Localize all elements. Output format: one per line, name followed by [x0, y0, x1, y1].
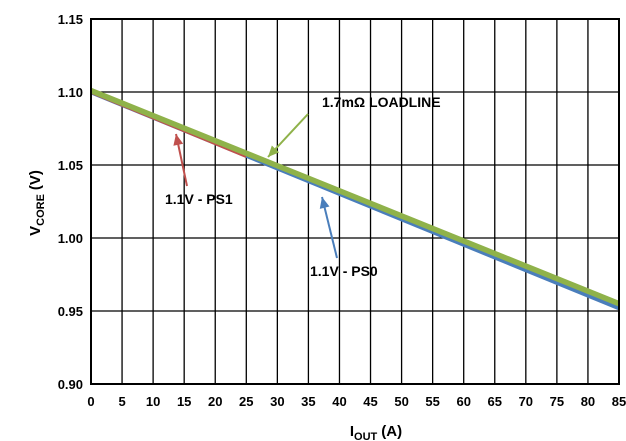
x-tick-label: 40: [332, 394, 346, 409]
x-tick-label: 35: [301, 394, 315, 409]
y-axis-title: VCORE (V): [27, 170, 47, 236]
annotation-label: 1.1V - PS1: [165, 191, 233, 207]
series-lines: [89, 87, 621, 311]
annotation-label: 1.1V - PS0: [310, 263, 378, 279]
x-tick-label: 50: [394, 394, 408, 409]
y-axis-title-sub: CORE: [35, 194, 47, 226]
x-tick-label: 5: [118, 394, 125, 409]
x-tick-label: 55: [425, 394, 439, 409]
x-tick-label: 10: [146, 394, 160, 409]
y-tick-label: 1.00: [58, 231, 83, 246]
y-tick-label: 0.90: [58, 377, 83, 392]
x-tick-label: 30: [270, 394, 284, 409]
annotation-arrowhead: [319, 197, 330, 209]
annotation-arrowhead: [268, 145, 280, 157]
x-tick-label: 75: [550, 394, 564, 409]
x-tick-label: 80: [581, 394, 595, 409]
x-tick-label: 45: [363, 394, 377, 409]
y-axis-title-unit: (V): [27, 170, 44, 190]
x-tick-labels: 0 5 10 15 20 25 30 35 40 45 50 55 60 65 70 75 80 85: [87, 394, 626, 409]
x-tick-label: 20: [208, 394, 222, 409]
y-tick-label: 1.05: [58, 158, 83, 173]
x-axis-title-main: I: [350, 423, 354, 440]
x-axis-title-unit: (A): [381, 423, 402, 440]
y-tick-labels: 0.90 0.95 1.00 1.05 1.10 1.15: [58, 12, 83, 392]
x-tick-label: 65: [488, 394, 502, 409]
plot-frame: [90, 18, 620, 385]
x-tick-label: 85: [612, 394, 626, 409]
x-axis-title: IOUT (A): [350, 423, 402, 441]
x-tick-label: 60: [456, 394, 470, 409]
y-tick-label: 0.95: [58, 304, 83, 319]
annotation-label: 1.7mΩ LOADLINE: [322, 94, 441, 110]
x-axis-title-sub: OUT: [354, 431, 378, 441]
annotations: 1.7mΩ LOADLINE 1.1V - PS1 1.1V - PS0: [165, 94, 441, 279]
y-tick-label: 1.10: [58, 85, 83, 100]
y-axis-title-main: V: [27, 226, 44, 236]
annotation-arrowhead: [173, 134, 184, 146]
x-tick-label: 25: [239, 394, 253, 409]
x-tick-label: 70: [519, 394, 533, 409]
y-tick-label: 1.15: [58, 12, 83, 27]
series-line-2: [89, 87, 621, 307]
x-tick-label: 0: [87, 394, 94, 409]
x-tick-label: 15: [177, 394, 191, 409]
